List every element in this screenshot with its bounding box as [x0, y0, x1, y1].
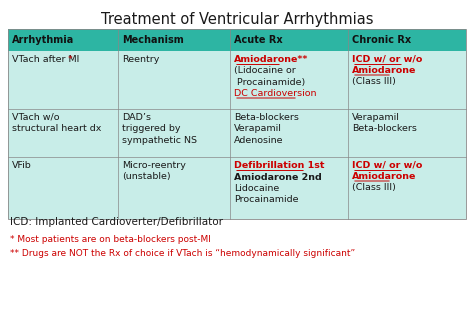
Text: Beta-blockers
Verapamil
Adenosine: Beta-blockers Verapamil Adenosine [234, 113, 299, 145]
Text: (Class III): (Class III) [352, 77, 396, 86]
Text: Verapamil
Beta-blockers: Verapamil Beta-blockers [352, 113, 417, 133]
Bar [8, 29, 466, 51]
Text: ICD w/ or w/o
Amiodarone: ICD w/ or w/o Amiodarone [352, 55, 422, 75]
Text: Arrhythmia: Arrhythmia [12, 35, 74, 45]
Text: * Most patients are on beta-blockers post-MI: * Most patients are on beta-blockers pos… [10, 235, 211, 244]
Text: ICD w/ or w/o
Amiodarone: ICD w/ or w/o Amiodarone [352, 161, 422, 181]
Text: Acute Rx: Acute Rx [234, 35, 283, 45]
Text: Defibrillation 1st: Defibrillation 1st [234, 161, 325, 170]
Bar [8, 109, 466, 157]
Text: ** Drugs are NOT the Rx of choice if VTach is “hemodynamically significant”: ** Drugs are NOT the Rx of choice if VTa… [10, 249, 355, 258]
Text: DC Cardioversion: DC Cardioversion [234, 88, 317, 98]
Bar [8, 29, 466, 219]
Text: Treatment of Ventricular Arrhythmias: Treatment of Ventricular Arrhythmias [101, 12, 373, 27]
Text: Micro-reentry
(unstable): Micro-reentry (unstable) [122, 161, 186, 181]
Text: (Class III): (Class III) [352, 183, 396, 192]
Text: DAD’s
triggered by
sympathetic NS: DAD’s triggered by sympathetic NS [122, 113, 197, 145]
Text: VFib: VFib [12, 161, 32, 170]
Text: *: * [68, 55, 73, 64]
Text: Amiodarone 2nd: Amiodarone 2nd [234, 172, 322, 182]
Text: Reentry: Reentry [122, 55, 159, 64]
Text: Amiodarone**: Amiodarone** [234, 55, 309, 64]
Text: VTach after MI: VTach after MI [12, 55, 79, 64]
Text: Chronic Rx: Chronic Rx [352, 35, 411, 45]
Text: VTach w/o
structural heart dx: VTach w/o structural heart dx [12, 113, 101, 133]
Text: (Lidocaine or
 Procainamide): (Lidocaine or Procainamide) [234, 67, 305, 87]
Bar [8, 157, 466, 219]
Text: Mechanism: Mechanism [122, 35, 184, 45]
Text: ICD: Implanted Cardioverter/Defibrillator: ICD: Implanted Cardioverter/Defibrillato… [10, 217, 223, 227]
Bar [8, 51, 466, 109]
Text: Lidocaine
Procainamide: Lidocaine Procainamide [234, 184, 299, 204]
